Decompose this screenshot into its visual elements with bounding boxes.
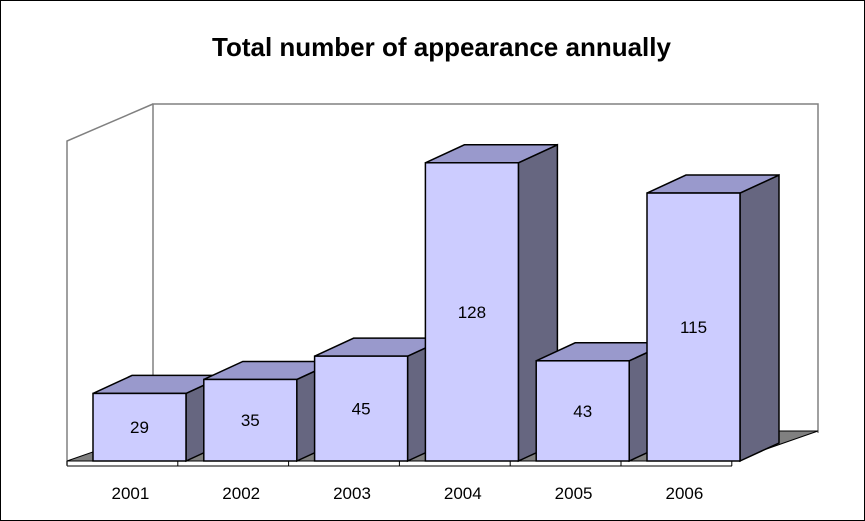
bar-front [424, 162, 520, 462]
bar-2006 [646, 173, 780, 463]
side-wall [66, 103, 154, 465]
bar-front [646, 192, 741, 462]
x-tick-label: 2005 [555, 484, 593, 503]
data-label: 128 [458, 303, 486, 322]
x-tick-label: 2002 [222, 484, 260, 503]
bar-front [203, 378, 298, 462]
chart-title: Total number of appearance annually [212, 32, 671, 62]
bar-side [739, 173, 780, 463]
bar-front [313, 355, 409, 462]
data-label: 45 [352, 400, 371, 419]
chart-walls [66, 103, 819, 465]
bar-front [92, 392, 187, 462]
data-label: 29 [130, 418, 149, 437]
x-tick-label: 2004 [444, 484, 482, 503]
data-label: 43 [573, 402, 592, 421]
data-label: 35 [241, 411, 260, 430]
x-tick-label: 2003 [333, 484, 371, 503]
bar-front [535, 360, 630, 462]
bar-2004 [424, 143, 559, 463]
x-tick-label: 2001 [111, 484, 149, 503]
back-wall [152, 103, 819, 438]
data-label: 115 [680, 318, 707, 337]
x-tick-label: 2006 [665, 484, 703, 503]
